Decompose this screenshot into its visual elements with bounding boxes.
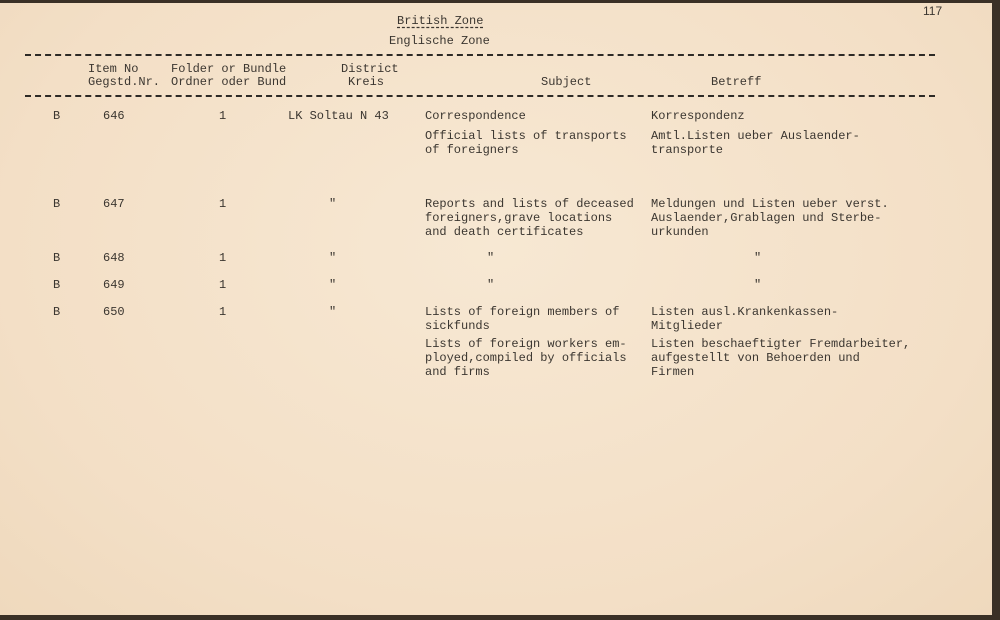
betreff-cell: Listen ausl.Krankenkassen- Mitglieder [651, 305, 839, 333]
header-folder-en: Folder or Bundle [171, 62, 287, 76]
zone-cell: B [53, 278, 61, 292]
subject-cell: Correspondence [425, 109, 526, 123]
subject-cell: Official lists of transports of foreigne… [425, 129, 627, 157]
item-cell: 649 [103, 278, 125, 292]
subject-cell: Lists of foreign workers em- ployed,comp… [425, 337, 627, 379]
betreff-cell: Listen beschaeftigter Fremdarbeiter, auf… [651, 337, 911, 379]
folder-cell: 1 [219, 109, 227, 123]
zone-cell: B [53, 109, 61, 123]
folder-cell: 1 [219, 251, 227, 265]
folder-cell: 1 [219, 305, 227, 319]
subject-cell: " [487, 278, 495, 292]
header-subject: Subject [541, 75, 592, 89]
folder-cell: 1 [219, 197, 227, 211]
item-cell: 650 [103, 305, 125, 319]
header-top-rule [25, 54, 935, 56]
item-cell: 647 [103, 197, 125, 211]
header-item-en: Item No [88, 62, 139, 76]
document-page: 117 British Zone Englische Zone Item No … [0, 3, 992, 615]
subject-cell: " [487, 251, 495, 265]
document-subtitle: Englische Zone [389, 34, 490, 48]
page-number: 117 [923, 4, 943, 18]
district-cell: " [329, 251, 337, 265]
header-district-en: District [341, 62, 399, 76]
header-bottom-rule [25, 95, 935, 97]
header-folder-de: Ordner oder Bund [171, 75, 287, 89]
subject-cell: Lists of foreign members of sickfunds [425, 305, 620, 333]
betreff-cell: Meldungen und Listen ueber verst. Auslae… [651, 197, 889, 239]
zone-cell: B [53, 197, 61, 211]
header-district-de: Kreis [348, 75, 385, 89]
betreff-cell: Amtl.Listen ueber Auslaender- transporte [651, 129, 860, 157]
item-cell: 648 [103, 251, 125, 265]
zone-cell: B [53, 305, 61, 319]
betreff-cell: " [754, 278, 762, 292]
item-cell: 646 [103, 109, 125, 123]
district-cell: " [329, 278, 337, 292]
header-item-de: Gegstd.Nr. [88, 75, 161, 89]
betreff-cell: Korrespondenz [651, 109, 745, 123]
folder-cell: 1 [219, 278, 227, 292]
document-title: British Zone [397, 14, 484, 28]
district-cell: LK Soltau N 43 [288, 109, 389, 123]
header-betreff: Betreff [711, 75, 762, 89]
district-cell: " [329, 305, 337, 319]
subject-cell: Reports and lists of deceased foreigners… [425, 197, 634, 239]
zone-cell: B [53, 251, 61, 265]
district-cell: " [329, 197, 337, 211]
betreff-cell: " [754, 251, 762, 265]
